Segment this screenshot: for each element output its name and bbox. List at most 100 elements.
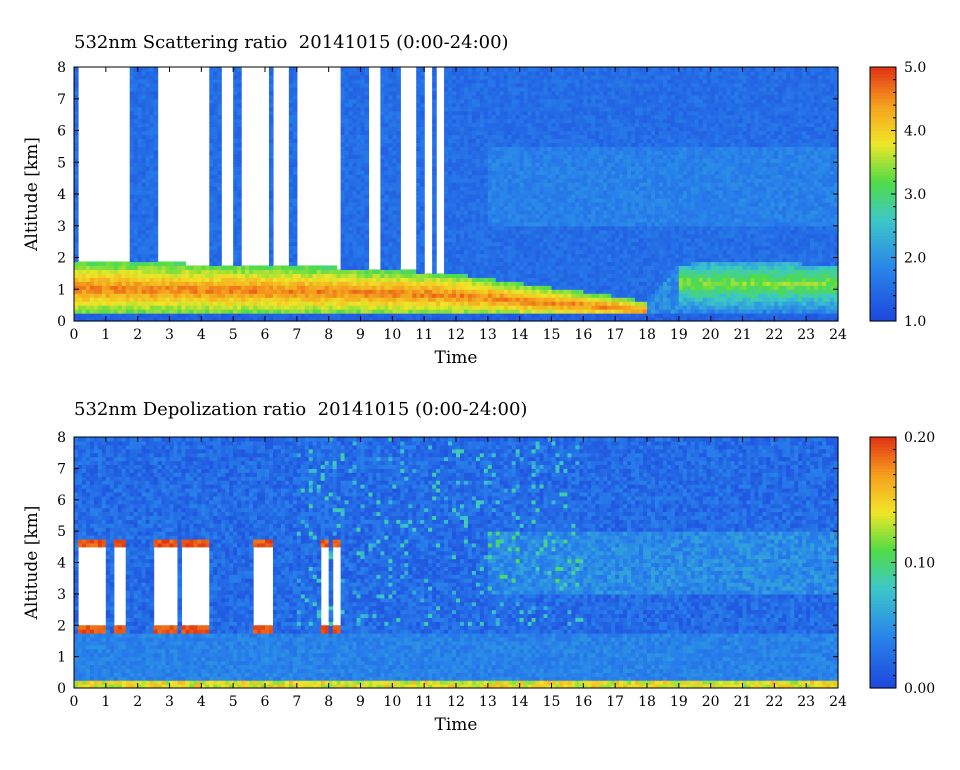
- heatmap-cell: [507, 166, 513, 171]
- heatmap-cell: [253, 277, 258, 282]
- heatmap-cell: [237, 194, 242, 199]
- heatmap-cell: [448, 106, 453, 112]
- heatmap-cell: [483, 269, 489, 274]
- heatmap-cell: [153, 261, 159, 267]
- heatmap-cell: [440, 317, 445, 322]
- heatmap-cell: [471, 289, 477, 294]
- heatmap-cell: [213, 265, 218, 271]
- heatmap-cell: [308, 265, 314, 271]
- heatmap-cell: [571, 186, 576, 191]
- heatmap-cell: [400, 293, 405, 298]
- heatmap-cell: [145, 253, 151, 259]
- heatmap-cell: [491, 142, 497, 147]
- heatmap-cell: [499, 154, 505, 159]
- heatmap-cell: [173, 301, 179, 306]
- heatmap-cell: [217, 205, 222, 211]
- heatmap-cell: [380, 194, 385, 199]
- heatmap-cell: [133, 94, 139, 100]
- heatmap-cell: [519, 186, 525, 191]
- heatmap-cell: [479, 130, 485, 136]
- heatmap-cell: [213, 178, 218, 183]
- heatmap-cell: [209, 313, 214, 318]
- heatmap-cell: [388, 245, 393, 251]
- heatmap-cell: [288, 273, 294, 278]
- heatmap-cell: [74, 138, 79, 144]
- heatmap-cell: [547, 313, 553, 318]
- heatmap-cell: [475, 134, 481, 140]
- heatmap-cell: [133, 70, 139, 76]
- heatmap-cell: [531, 82, 537, 88]
- heatmap-cell: [487, 130, 493, 136]
- heatmap-cell: [400, 289, 405, 294]
- heatmap-cell: [360, 269, 366, 274]
- heatmap-cell: [392, 201, 397, 207]
- heatmap-cell: [213, 257, 218, 263]
- heatmap-cell: [571, 245, 576, 251]
- heatmap-cell: [388, 285, 393, 290]
- heatmap-cell: [567, 70, 572, 76]
- heatmap-cell: [511, 285, 517, 290]
- heatmap-cell: [344, 114, 350, 120]
- heatmap-cell: [515, 229, 521, 235]
- heatmap-cell: [268, 221, 274, 227]
- heatmap-cell: [459, 178, 465, 183]
- heatmap-cell: [448, 245, 453, 251]
- heatmap-cell: [145, 94, 151, 100]
- heatmap-cell: [432, 74, 437, 80]
- heatmap-cell: [463, 146, 469, 151]
- heatmap-cell: [471, 285, 477, 290]
- heatmap-cell: [205, 289, 210, 294]
- heatmap-cell: [268, 118, 274, 124]
- heatmap-cell: [153, 265, 159, 271]
- heatmap-cell: [352, 122, 358, 128]
- heatmap-cell: [487, 110, 493, 116]
- heatmap-cell: [483, 249, 489, 255]
- heatmap-cell: [209, 221, 214, 227]
- heatmap-cell: [459, 194, 465, 199]
- heatmap-cell: [456, 86, 461, 92]
- heatmap-cell: [543, 281, 549, 286]
- heatmap-cell: [396, 297, 401, 302]
- heatmap-cell: [559, 74, 565, 80]
- heatmap-cell: [487, 249, 493, 255]
- heatmap-cell: [237, 249, 242, 255]
- heatmap-cell: [141, 217, 147, 223]
- heatmap-cell: [515, 317, 521, 322]
- heatmap-cell: [360, 201, 366, 207]
- heatmap-cell: [340, 74, 346, 80]
- heatmap-cell: [503, 277, 509, 282]
- heatmap-cell: [535, 317, 541, 322]
- heatmap-cell: [89, 261, 95, 267]
- heatmap-cell: [511, 305, 517, 310]
- heatmap-cell: [448, 261, 453, 267]
- heatmap-cell: [539, 245, 545, 251]
- heatmap-cell: [467, 293, 473, 298]
- heatmap-cell: [448, 130, 453, 136]
- heatmap-cell: [563, 225, 569, 231]
- heatmap-cell: [352, 186, 358, 191]
- heatmap-cell: [117, 285, 123, 290]
- heatmap-cell: [543, 90, 549, 96]
- heatmap-cell: [396, 313, 401, 318]
- heatmap-cell: [487, 146, 493, 151]
- heatmap-cell: [487, 186, 493, 191]
- heatmap-cell: [137, 134, 143, 140]
- heatmap-cell: [452, 90, 457, 96]
- heatmap-cell: [268, 213, 274, 219]
- heatmap-cell: [145, 146, 151, 151]
- heatmap-cell: [141, 277, 147, 282]
- heatmap-cell: [408, 301, 413, 306]
- heatmap-cell: [452, 229, 457, 235]
- heatmap-cell: [567, 190, 572, 195]
- heatmap-cell: [543, 309, 549, 314]
- heatmap-cell: [233, 289, 238, 294]
- heatmap-cell: [543, 154, 549, 159]
- heatmap-cell: [129, 213, 135, 219]
- heatmap-cell: [384, 102, 389, 108]
- heatmap-cell: [471, 154, 477, 159]
- heatmap-cell: [137, 301, 143, 306]
- heatmap-cell: [344, 205, 350, 211]
- heatmap-cell: [416, 297, 421, 302]
- heatmap-cell: [221, 313, 226, 318]
- heatmap-cell: [555, 142, 561, 147]
